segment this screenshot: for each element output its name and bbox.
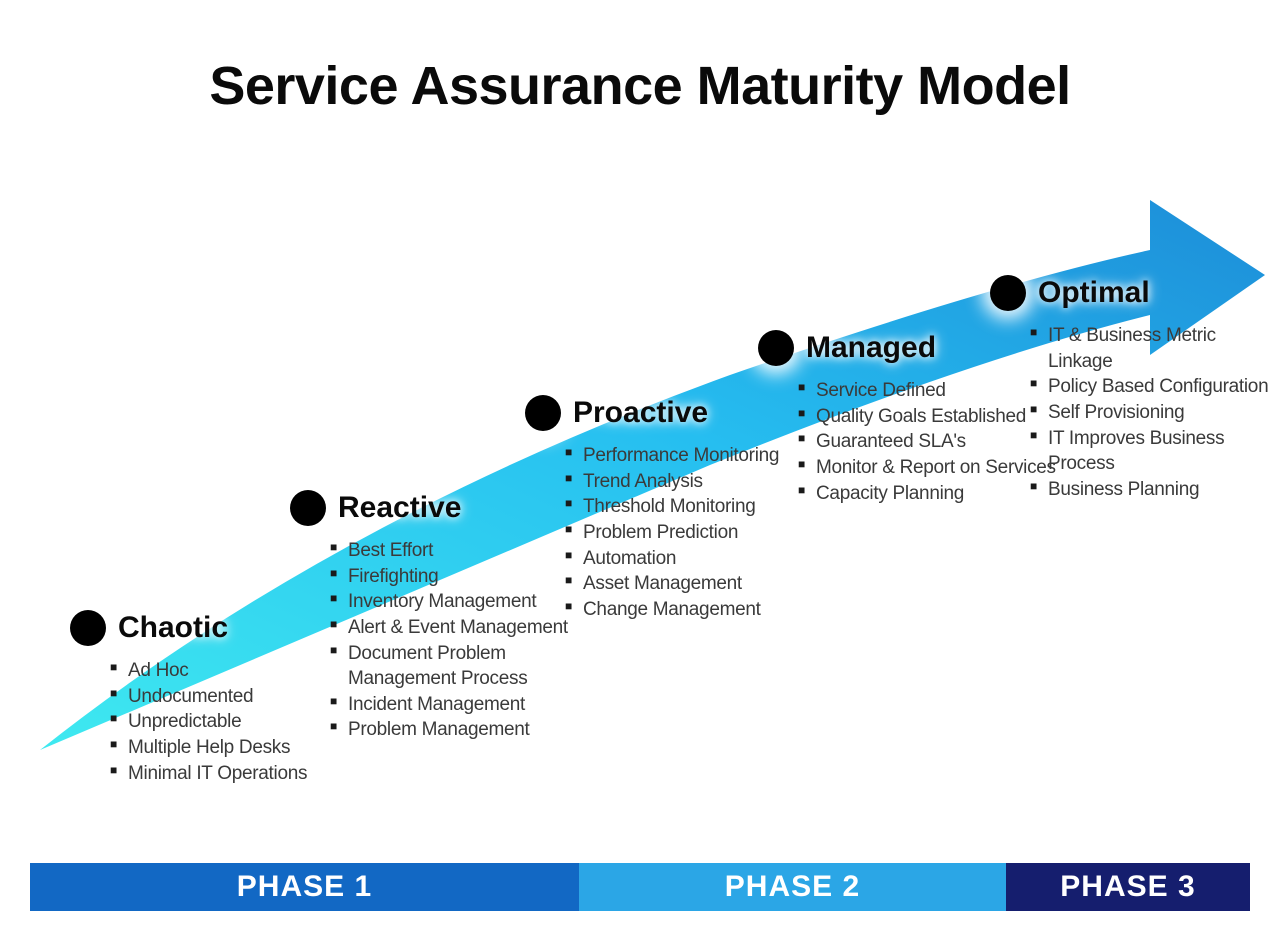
list-item: Asset Management	[565, 571, 779, 597]
list-item: Change Management	[565, 597, 779, 623]
stage-header: Chaotic	[70, 610, 307, 646]
stage-dot-icon	[525, 395, 561, 431]
stage-dot-icon	[990, 275, 1026, 311]
stage-dot-icon	[290, 490, 326, 526]
phase-3: PHASE 3	[1006, 863, 1250, 911]
stage-items: Performance Monitoring Trend Analysis Th…	[525, 443, 779, 622]
list-item: Automation	[565, 546, 779, 572]
list-item: Performance Monitoring	[565, 443, 779, 469]
phase-bar: PHASE 1 PHASE 2 PHASE 3	[30, 863, 1250, 911]
stage-header: Optimal	[990, 275, 1280, 311]
phase-1: PHASE 1	[30, 863, 579, 911]
list-item: Business Planning	[1030, 477, 1280, 503]
stage-title: Chaotic	[118, 611, 228, 645]
stage-dot-icon	[758, 330, 794, 366]
phase-2: PHASE 2	[579, 863, 1006, 911]
stage-proactive: Proactive Performance Monitoring Trend A…	[525, 395, 779, 622]
stage-items: IT & Business Metric Linkage Policy Base…	[990, 323, 1280, 502]
stage-header: Proactive	[525, 395, 779, 431]
list-item: Threshold Monitoring	[565, 494, 779, 520]
list-item: Problem Management	[330, 717, 568, 743]
list-item: Multiple Help Desks	[110, 735, 307, 761]
stage-title: Optimal	[1038, 276, 1150, 310]
list-item: Self Provisioning	[1030, 400, 1280, 426]
stage-dot-icon	[70, 610, 106, 646]
page-title: Service Assurance Maturity Model	[0, 55, 1280, 117]
stage-items: Ad Hoc Undocumented Unpredictable Multip…	[70, 658, 307, 786]
list-item: Minimal IT Operations	[110, 761, 307, 787]
stage-optimal: Optimal IT & Business Metric Linkage Pol…	[990, 275, 1280, 502]
stage-title: Reactive	[338, 491, 461, 525]
stage-title: Proactive	[573, 396, 708, 430]
stage-title: Managed	[806, 331, 936, 365]
list-item: Incident Management	[330, 692, 568, 718]
stage-chaotic: Chaotic Ad Hoc Undocumented Unpredictabl…	[70, 610, 307, 786]
list-item: Policy Based Configuration	[1030, 374, 1280, 400]
list-item: Unpredictable	[110, 709, 307, 735]
list-item: Problem Prediction	[565, 520, 779, 546]
list-item: IT & Business Metric Linkage	[1030, 323, 1280, 374]
list-item: Trend Analysis	[565, 469, 779, 495]
list-item: Document Problem Management Process	[330, 641, 568, 692]
list-item: Ad Hoc	[110, 658, 307, 684]
list-item: IT Improves Business Process	[1030, 426, 1280, 477]
list-item: Undocumented	[110, 684, 307, 710]
